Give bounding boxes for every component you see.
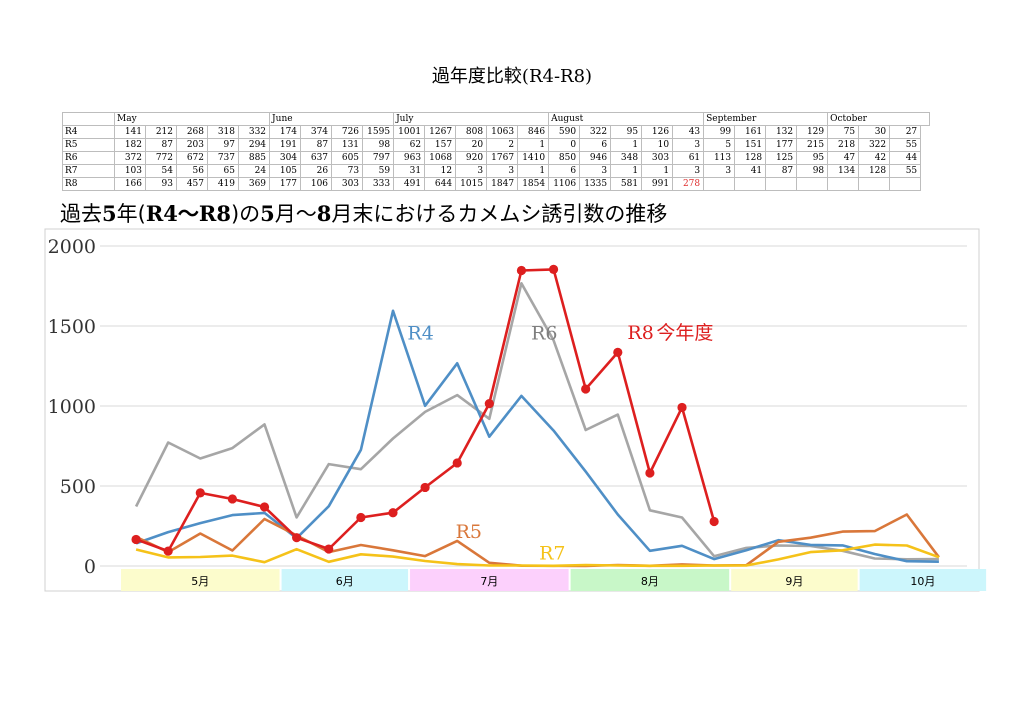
series-annotation: R4 <box>407 323 433 345</box>
y-tick-label: 500 <box>60 476 96 498</box>
series-line-r6 <box>134 281 939 561</box>
data-point-r8 <box>227 494 238 504</box>
series-line-r4 <box>135 309 939 563</box>
table-row-label: R8 <box>62 177 115 191</box>
chart-title-bold: 5 <box>260 201 275 226</box>
month-band-label: 5月 <box>191 575 209 588</box>
chart-title-part: 月末におけるカメムシ誘引数の推移 <box>331 202 668 226</box>
month-band-label: 6月 <box>336 575 354 588</box>
month-band <box>859 569 987 591</box>
comparison-data-table: May June July August September October R4 141 21… <box>62 112 930 191</box>
chart-frame <box>44 228 980 592</box>
chart-title-bold: 8 <box>316 201 332 226</box>
month-band-label: 8月 <box>641 575 659 588</box>
data-point-r8 <box>324 544 334 554</box>
month-band-label: 7月 <box>480 575 498 588</box>
table-cell: 991 <box>641 177 674 191</box>
data-point-r8 <box>420 482 430 493</box>
y-tick-label: 0 <box>84 556 96 578</box>
y-tick-label: 1000 <box>48 396 96 418</box>
series-markers <box>131 264 719 556</box>
chart-title-part: )の <box>230 202 261 226</box>
chart-title-bold: 5 <box>102 201 117 226</box>
data-point-r8 <box>677 402 687 413</box>
series-annotations: R4 R6 R8 今年度 R5 R7 <box>407 322 713 565</box>
chart-title-bold: R4～R8 <box>145 201 231 226</box>
month-band <box>121 569 280 591</box>
y-tick-label: 2000 <box>48 236 96 258</box>
document-title: 過年度比較(R4-R8) <box>431 66 593 87</box>
data-point-r8 <box>516 265 527 276</box>
month-band <box>410 569 569 591</box>
data-point-r8 <box>131 534 141 545</box>
data-point-r8 <box>709 516 719 527</box>
data-point-r8 <box>292 533 302 543</box>
table-cell <box>889 177 922 191</box>
table-cell: 98 <box>362 138 395 152</box>
table-cell: 333 <box>362 177 395 191</box>
month-band-label: 10月 <box>910 575 935 588</box>
table-header-row: May June July August September October <box>62 112 930 126</box>
chart-title-part: 年( <box>116 202 146 226</box>
data-point-r8 <box>163 546 173 556</box>
data-point-r8 <box>356 512 366 523</box>
chart-title-part: 月～ <box>274 202 317 226</box>
table-cell: 61 <box>672 151 705 165</box>
data-point-r8 <box>259 502 270 512</box>
series-annotation: R8 <box>627 322 653 344</box>
month-bands: 5月 6月 7月 8月 9月 10月 <box>121 569 987 591</box>
series-line-r7 <box>135 543 940 568</box>
month-band <box>281 569 409 591</box>
y-tick-label: 1500 <box>48 316 96 338</box>
series-annotation: 今年度 <box>656 322 713 344</box>
table-row: R8 166 93 457 419 369 177 106 303 333 491 644 1015 18… <box>62 177 930 191</box>
comparison-table: May June July August September October R4 141 21… <box>62 112 930 191</box>
table-row: R5 182 87 203 97 294 191 87 131 98 62 157 20 2 1 0 6 1 10 3… <box>62 138 930 152</box>
chart-title-part: 過去 <box>60 202 102 226</box>
data-point-r8 <box>195 488 205 498</box>
series-annotation: R7 <box>539 543 565 565</box>
month-band-label: 9月 <box>785 575 803 588</box>
month-band <box>570 569 730 591</box>
month-band <box>731 569 858 591</box>
data-point-r8 <box>388 508 398 518</box>
chart-title: 過去5年(R4～R8)の5月～8月末におけるカメムシ誘引数の推移 <box>60 198 667 228</box>
data-point-r8 <box>484 399 494 409</box>
table-row: R6 372 772 672 737 885 304 637 605 797 963 1068 920 1… <box>62 151 930 165</box>
data-point-r8 <box>645 468 655 478</box>
series-annotation: R5 <box>456 521 482 543</box>
table-cell: 581 <box>610 177 643 191</box>
table-cell: 1854 <box>517 177 550 191</box>
data-point-r8 <box>581 384 591 394</box>
data-point-r8 <box>452 458 462 468</box>
data-point-r8 <box>613 347 623 357</box>
table-cell: 278 <box>672 177 705 191</box>
data-point-r8 <box>548 264 559 274</box>
table-cell: 369 <box>237 177 271 191</box>
series-annotation: R6 <box>531 323 557 345</box>
series-lines <box>134 281 940 568</box>
